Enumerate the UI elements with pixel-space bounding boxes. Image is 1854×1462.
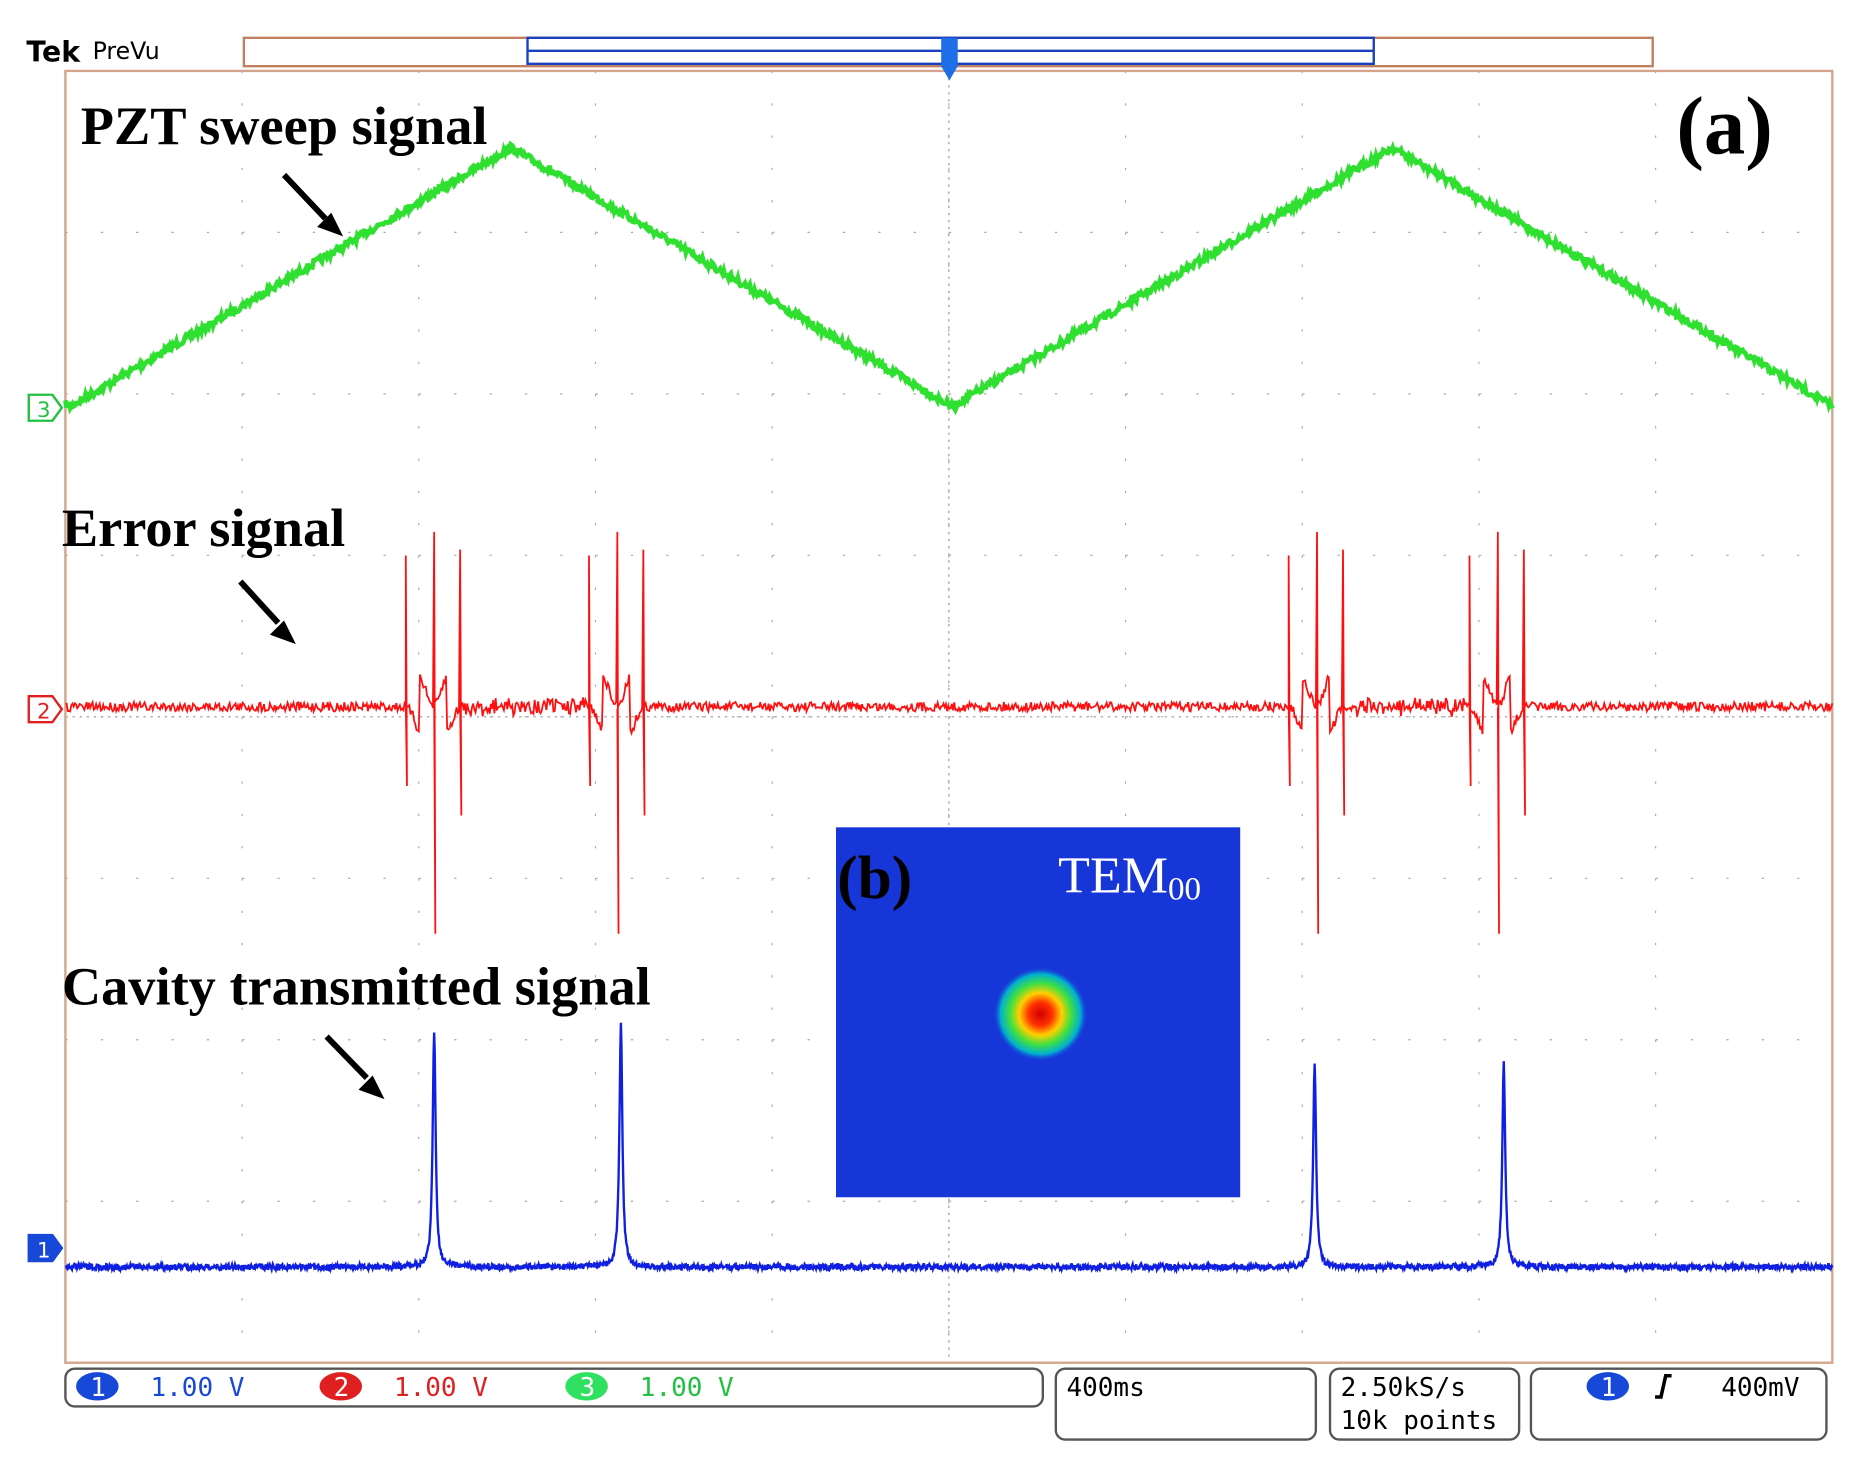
channel-number: 2 <box>334 1373 350 1403</box>
channel-scale: 1.00 V <box>640 1373 734 1403</box>
pzt-label: PZT sweep signal <box>81 96 488 156</box>
channel-scale: 1.00 V <box>394 1373 488 1403</box>
timebase: 400ms <box>1066 1373 1144 1403</box>
arrows <box>238 172 385 1100</box>
ch2-status: 2 1.00 V <box>319 1372 488 1403</box>
cavity-trace <box>64 1022 1834 1275</box>
channel-scale: 1.00 V <box>150 1373 244 1403</box>
cavity-label: Cavity transmitted signal <box>62 957 651 1017</box>
marker-label: 1 <box>37 1239 51 1264</box>
trigger-channel: 1 <box>1601 1373 1617 1403</box>
sample-rate: 2.50kS/s <box>1341 1373 1466 1403</box>
ch1-status: 1 1.00 V <box>76 1372 244 1403</box>
pzt-trace <box>63 140 1835 416</box>
mode-index: 00 <box>1168 871 1201 907</box>
channel-number: 1 <box>90 1373 106 1403</box>
ch2-marker: 2 <box>27 694 64 725</box>
mode: PreVu <box>93 37 160 65</box>
status-boxes <box>64 1367 1828 1441</box>
traces <box>63 140 1835 1275</box>
marker-label: 2 <box>37 700 51 725</box>
ch3-status: 3 1.00 V <box>565 1372 734 1403</box>
ch3-marker: 3 <box>27 393 64 423</box>
panel-label: (a) <box>1676 80 1772 172</box>
marker-label: 3 <box>37 398 51 423</box>
beam-spot <box>993 966 1088 1062</box>
trigger-status: 1 400mV <box>1586 1372 1800 1403</box>
brand: Tek <box>26 35 81 68</box>
error-label: Error signal <box>62 498 345 558</box>
trigger-position <box>941 37 958 81</box>
mode-label: TEM00 <box>1058 847 1201 907</box>
mode-name: TEM <box>1058 847 1168 904</box>
trigger-level: 400mV <box>1721 1373 1799 1403</box>
ch1-marker: 1 <box>27 1233 64 1264</box>
channel-number: 3 <box>580 1373 596 1403</box>
error-trace <box>65 531 1834 934</box>
record-length: 10k points <box>1341 1406 1498 1436</box>
inset-panel-label: (b) <box>837 844 912 912</box>
